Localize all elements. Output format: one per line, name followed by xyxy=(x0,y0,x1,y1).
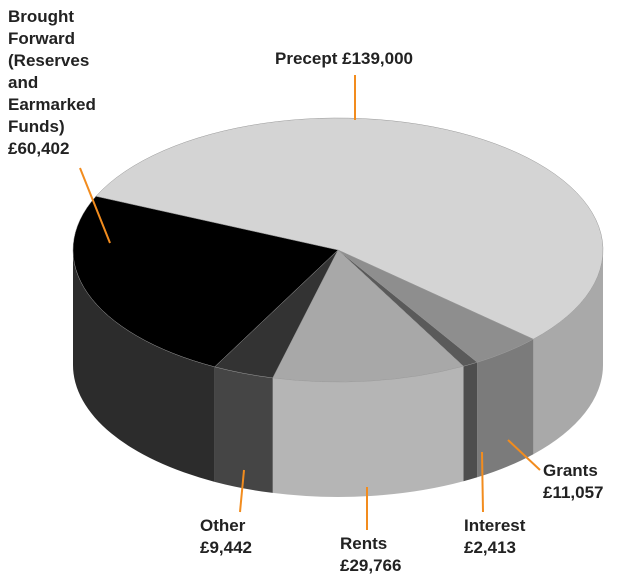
value-label: £29,766 xyxy=(340,556,402,575)
slice-side xyxy=(272,366,464,497)
slice xyxy=(272,249,464,383)
slice-side xyxy=(73,250,215,482)
leader-line xyxy=(481,451,484,513)
slice-side xyxy=(214,366,273,493)
value-label: £9,442 xyxy=(200,538,252,557)
slice xyxy=(95,117,604,340)
slice-label: Interest £2,413 xyxy=(464,515,544,559)
slice xyxy=(72,196,339,368)
slice-label: Rents £29,766 xyxy=(340,533,430,577)
value-label: £11,057 xyxy=(543,483,604,502)
category-name: Precept xyxy=(275,49,338,68)
slice-label: Precept £139,000 xyxy=(275,48,515,70)
category-name: Brought Forward (Reserves and Earmarked … xyxy=(8,7,96,136)
slice-label: Grants £11,057 xyxy=(543,460,623,504)
slice-side xyxy=(463,362,478,482)
leader-line xyxy=(79,167,111,244)
category-name: Interest xyxy=(464,516,526,535)
slice-label: Brought Forward (Reserves and Earmarked … xyxy=(8,6,120,160)
slice-label: Other £9,442 xyxy=(200,515,280,559)
value-label: £139,000 xyxy=(342,49,414,68)
leader-line xyxy=(239,469,245,513)
category-name: Grants xyxy=(543,461,598,480)
slice-side xyxy=(533,250,603,455)
category-name: Rents xyxy=(340,534,388,553)
slice-side xyxy=(477,339,534,478)
value-label: £60,402 xyxy=(8,139,70,158)
leader-line xyxy=(507,439,541,471)
value-label: £2,413 xyxy=(464,538,516,557)
category-name: Other xyxy=(200,516,246,535)
